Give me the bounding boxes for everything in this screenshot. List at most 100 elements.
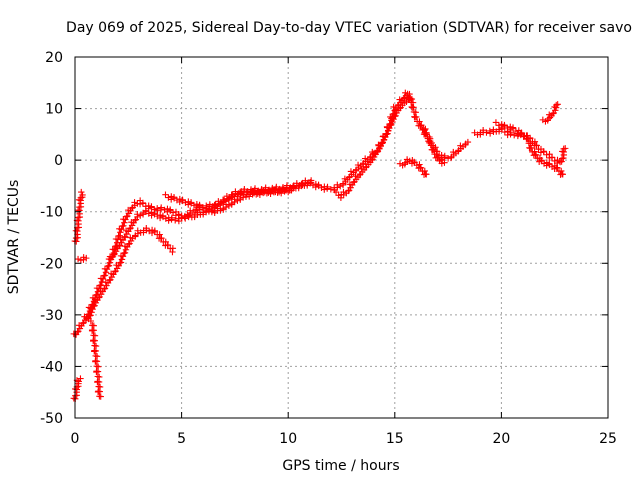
data-point	[510, 131, 518, 139]
data-point	[418, 121, 425, 129]
data-point	[117, 229, 124, 236]
data-point	[327, 186, 335, 193]
data-point	[479, 126, 487, 134]
data-point	[158, 204, 165, 211]
data-point	[504, 131, 511, 139]
series-branch-night	[418, 121, 448, 167]
data-point	[416, 118, 423, 125]
data-point	[118, 256, 126, 263]
data-point	[122, 246, 130, 253]
data-point	[103, 266, 111, 273]
series-track-middle	[106, 186, 295, 261]
data-point	[509, 124, 517, 131]
data-point	[192, 207, 200, 214]
data-point	[156, 231, 163, 238]
data-point	[169, 209, 177, 216]
data-point	[554, 101, 561, 108]
data-point	[151, 210, 158, 217]
data-point	[72, 234, 80, 242]
data-point	[429, 146, 436, 154]
data-point	[241, 186, 248, 193]
data-point	[492, 119, 500, 126]
data-point	[110, 251, 118, 258]
data-point	[136, 200, 144, 208]
data-point	[422, 129, 429, 136]
data-point	[332, 188, 340, 196]
data-point	[76, 203, 83, 211]
data-point	[464, 138, 472, 146]
data-point	[518, 129, 525, 136]
series-early-drop	[70, 375, 84, 403]
data-point	[258, 188, 266, 195]
data-point	[125, 241, 132, 248]
y-tick-label: 20	[45, 50, 63, 66]
data-point	[532, 142, 540, 149]
data-point	[417, 164, 424, 171]
data-point	[334, 181, 341, 189]
data-point	[131, 199, 138, 206]
data-point	[558, 155, 566, 162]
data-point	[88, 309, 95, 316]
data-point	[83, 254, 90, 262]
data-point	[143, 224, 150, 232]
y-tick-label: 10	[45, 102, 63, 118]
data-point	[115, 262, 122, 270]
data-point	[178, 212, 185, 219]
series-track-late-rise	[539, 101, 561, 125]
data-point	[208, 208, 216, 216]
data-point	[321, 186, 328, 193]
data-point	[387, 122, 394, 129]
data-point	[89, 306, 96, 313]
data-point	[199, 204, 207, 211]
data-point	[94, 388, 102, 396]
data-point	[382, 131, 390, 138]
data-point	[121, 234, 128, 241]
data-point	[501, 128, 509, 136]
data-point	[78, 188, 85, 196]
data-point	[543, 151, 550, 158]
data-point	[196, 201, 203, 209]
data-point	[524, 135, 531, 143]
data-point	[131, 233, 139, 240]
data-point	[537, 149, 545, 156]
data-point	[368, 156, 376, 164]
data-point	[380, 136, 388, 144]
data-point	[560, 145, 567, 153]
data-point	[256, 191, 264, 198]
data-point	[389, 118, 396, 126]
series-night-drop	[87, 317, 104, 400]
data-point	[75, 214, 82, 221]
data-point	[87, 317, 95, 325]
data-point	[408, 95, 416, 103]
x-axis-label: GPS time / hours	[282, 458, 399, 474]
data-point	[532, 151, 539, 158]
data-point	[384, 127, 392, 135]
data-point	[131, 216, 139, 224]
data-point	[388, 121, 395, 128]
data-point	[122, 216, 129, 223]
data-point	[411, 114, 419, 121]
x-tick-label: 15	[386, 431, 404, 447]
data-point	[501, 121, 508, 129]
series-early-stub	[74, 254, 90, 264]
data-point	[251, 185, 259, 192]
data-point	[391, 113, 398, 120]
data-point	[88, 327, 96, 334]
data-point	[91, 348, 98, 355]
data-point	[187, 199, 195, 206]
data-point	[79, 191, 86, 199]
series-track-lower	[83, 224, 177, 323]
ticks	[74, 56, 609, 419]
data-point	[553, 101, 560, 109]
data-point	[170, 194, 178, 201]
y-tick-label: -30	[40, 308, 63, 324]
data-point	[531, 138, 539, 145]
data-point	[531, 148, 538, 155]
data-point	[416, 161, 423, 168]
data-point	[179, 196, 186, 203]
data-point	[96, 282, 104, 289]
data-point	[104, 262, 112, 270]
data-point	[215, 198, 222, 205]
data-point	[381, 134, 389, 141]
